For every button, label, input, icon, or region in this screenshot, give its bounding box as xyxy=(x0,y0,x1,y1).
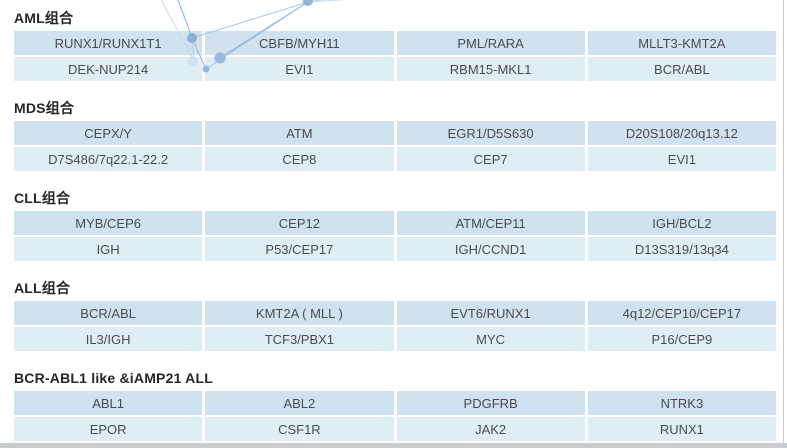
gene-cell: RUNX1 xyxy=(587,417,776,441)
gene-cell: MYC xyxy=(396,327,585,351)
panel-title: CLL组合 xyxy=(14,190,71,206)
gene-panel-section: AML组合 RUNX1/RUNX1T1 CBFB/MYH11 PML/RARA MLL… xyxy=(14,10,776,81)
gene-cell: DEK-NUP214 xyxy=(14,57,203,81)
gene-table: RUNX1/RUNX1T1 CBFB/MYH11 PML/RARA MLLT3-KMT… xyxy=(14,31,776,81)
gene-cell: KMT2A ( MLL ) xyxy=(205,301,394,325)
gene-cell: PDGFRB xyxy=(396,391,585,415)
panel-title: MDS组合 xyxy=(14,100,75,116)
panel-title: AML组合 xyxy=(14,10,74,26)
gene-cell: IL3/IGH xyxy=(14,327,203,351)
gene-cell: EVT6/RUNX1 xyxy=(396,301,585,325)
gene-cell: D7S486/7q22.1-22.2 xyxy=(14,147,203,171)
gene-cell: EVI1 xyxy=(205,57,394,81)
gene-cell: P16/CEP9 xyxy=(587,327,776,351)
gene-panel-section: MDS组合 CEPX/Y ATM EGR1/D5S630 D20S108/20q13.… xyxy=(14,100,776,171)
gene-table: ABL1 ABL2 PDGFRB NTRK3 EPOR CSF1R JAK2 RUNX1 xyxy=(14,391,776,441)
gene-cell: IGH/CCND1 xyxy=(396,237,585,261)
gene-table: BCR/ABL KMT2A ( MLL ) EVT6/RUNX1 4q12/CEP10… xyxy=(14,301,776,351)
gene-table: MYB/CEP6 CEP12 ATM/CEP11 IGH/BCL2 IGH P53/CEP… xyxy=(14,211,776,261)
gene-cell: ABL2 xyxy=(205,391,394,415)
gene-cell: EPOR xyxy=(14,417,203,441)
gene-cell: ATM xyxy=(205,121,394,145)
gene-cell: JAK2 xyxy=(396,417,585,441)
gene-cell: IGH xyxy=(14,237,203,261)
gene-cell: P53/CEP17 xyxy=(205,237,394,261)
gene-cell: CSF1R xyxy=(205,417,394,441)
gene-table: CEPX/Y ATM EGR1/D5S630 D20S108/20q13.12 D7S4… xyxy=(14,121,776,171)
gene-cell: CBFB/MYH11 xyxy=(205,31,394,55)
gene-panel-section: BCR-ABL1 like &iAMP21 ALL ABL1 ABL2 PDGFRB… xyxy=(14,370,776,441)
gene-cell: EGR1/D5S630 xyxy=(396,121,585,145)
gene-cell: RBM15-MKL1 xyxy=(396,57,585,81)
gene-cell: 4q12/CEP10/CEP17 xyxy=(587,301,776,325)
gene-cell: PML/RARA xyxy=(396,31,585,55)
gene-cell: ABL1 xyxy=(14,391,203,415)
gene-cell: IGH/BCL2 xyxy=(587,211,776,235)
gene-cell: CEP8 xyxy=(205,147,394,171)
gene-cell: MYB/CEP6 xyxy=(14,211,203,235)
gene-panel-section: CLL组合 MYB/CEP6 CEP12 ATM/CEP11 IGH/BCL2 IGH P… xyxy=(14,190,776,261)
gene-cell: D13S319/13q34 xyxy=(587,237,776,261)
gene-cell: RUNX1/RUNX1T1 xyxy=(14,31,203,55)
gene-cell: BCR/ABL xyxy=(14,301,203,325)
gene-cell: ATM/CEP11 xyxy=(396,211,585,235)
gene-cell: EVI1 xyxy=(587,147,776,171)
gene-panel-section: ALL组合 BCR/ABL KMT2A ( MLL ) EVT6/RUNX1 4q12… xyxy=(14,280,776,351)
gene-cell: D20S108/20q13.12 xyxy=(587,121,776,145)
gene-cell: BCR/ABL xyxy=(587,57,776,81)
gene-cell: CEPX/Y xyxy=(14,121,203,145)
gene-cell: CEP7 xyxy=(396,147,585,171)
gene-cell: MLLT3-KMT2A xyxy=(587,31,776,55)
gene-cell: TCF3/PBX1 xyxy=(205,327,394,351)
page-right-edge xyxy=(783,0,784,443)
panel-title: BCR-ABL1 like &iAMP21 ALL xyxy=(14,370,213,386)
page-bottom-edge xyxy=(0,443,787,448)
gene-cell: CEP12 xyxy=(205,211,394,235)
gene-cell: NTRK3 xyxy=(587,391,776,415)
panel-title: ALL组合 xyxy=(14,280,71,296)
